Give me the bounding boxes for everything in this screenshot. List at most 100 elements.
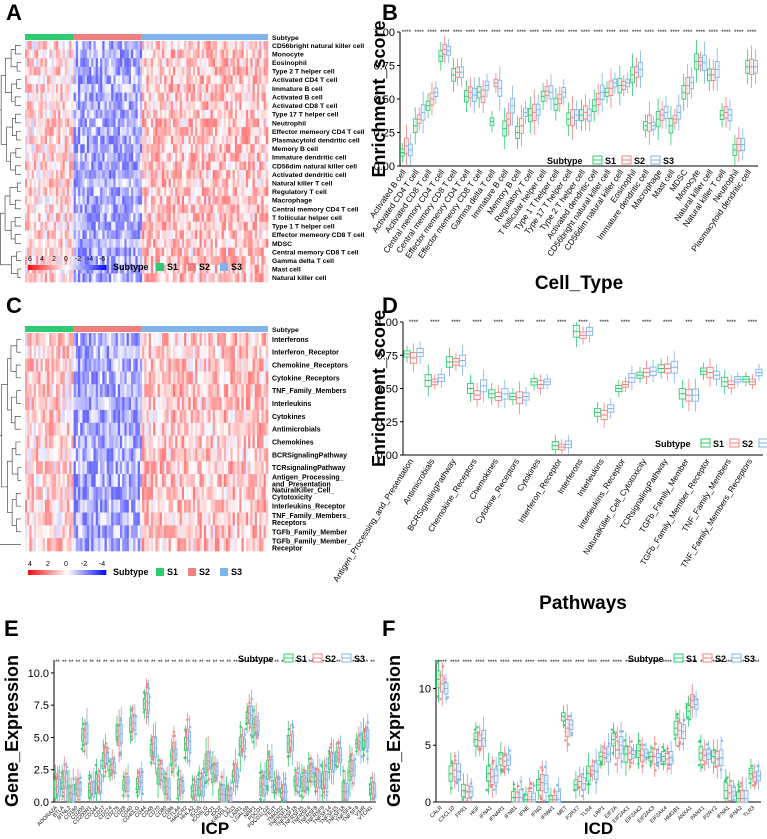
heatmap-cell [131,448,134,462]
heatmap-cell [241,264,244,274]
heatmap-cell [159,135,163,145]
heatmap-cell [188,127,191,136]
heatmap-cell [131,41,134,50]
heatmap-cell [184,75,187,85]
heatmap-cell [195,525,198,539]
heatmap-cell [239,101,242,111]
heatmap-cell [95,448,99,462]
heatmap-cell [27,84,30,93]
heatmap-cell [184,486,187,501]
heatmap-cell [95,256,99,266]
heatmap-cell [181,195,185,205]
heatmap-cell [254,170,258,180]
heatmap-cell [66,92,70,102]
heatmap-cell [148,333,152,347]
heatmap-cell [203,345,207,359]
heatmap-cell [139,397,143,411]
heatmap-cell [219,213,222,223]
heatmap-cell [166,213,169,223]
heatmap-cell [256,422,260,436]
heatmap-cell [89,75,92,85]
heatmap-cell [27,109,30,119]
heatmap-cell [53,41,57,50]
heatmap-cell [25,161,28,171]
heatmap-cell [159,422,163,436]
heatmap-cell [150,345,154,359]
heatmap-cell [226,49,229,59]
heatmap-cell [97,345,101,359]
heatmap-cell [115,371,119,385]
heatmap-cell [122,247,125,257]
heatmap-cell [133,66,136,76]
heatmap-cell [250,230,253,240]
heatmap-cell [73,170,77,180]
heatmap-cell [75,371,79,385]
heatmap-cell [113,256,116,266]
heatmap-cell [254,461,258,475]
heatmap-cell [221,204,225,214]
heatmap-cell [263,152,267,162]
heatmap-cell [232,204,236,214]
heatmap-cell [188,204,191,214]
heatmap-cell [97,135,101,145]
heatmap-cell [111,435,114,449]
heatmap-cell [173,448,176,462]
heatmap-cell [179,448,183,462]
heatmap-cell [148,49,152,59]
heatmap-cell [232,345,236,359]
heatmap-cell [115,474,119,488]
heatmap-cell [184,384,187,398]
heatmap-cell [122,525,125,539]
heatmap-cell [177,187,180,197]
heatmap-cell [173,41,176,50]
heatmap-cell [265,58,269,68]
heatmap-cell [199,264,203,274]
heatmap-cell [62,358,66,372]
heatmap-cell [36,178,39,188]
heatmap-cell [159,273,163,283]
heatmap-cell [122,273,125,283]
heatmap-cell [100,195,103,205]
heatmap-cell [223,92,227,102]
heatmap-cell [230,461,233,475]
heatmap-cell [91,66,94,76]
heatmap-cell [263,213,267,223]
heatmap-cell [161,230,165,240]
heatmap-cell [51,195,55,205]
heatmap-cell [60,512,63,526]
heatmap-cell [144,256,147,266]
heatmap-cell [97,247,101,257]
heatmap-cell [219,41,222,50]
heatmap-cell [36,448,39,462]
heatmap-cell [133,333,136,347]
heatmap-cell [190,213,194,223]
heatmap-cell [166,448,169,462]
heatmap-cell [179,170,183,180]
heatmap-cell [102,178,105,188]
heatmap-cell [69,109,72,119]
heatmap-cell [95,474,99,488]
heatmap-cell [33,486,37,501]
heatmap-cell [203,213,207,223]
heatmap-cell [93,144,96,154]
heatmap-cell [190,371,194,385]
heatmap-cell [91,195,94,205]
heatmap-cell [55,461,59,475]
heatmap-cell [234,397,238,411]
heatmap-cell [164,256,167,266]
heatmap-cell [206,75,209,85]
heatmap-cell [100,512,103,526]
heatmap-cell [86,41,90,50]
heatmap-cell [203,221,207,231]
heatmap-cell [186,499,189,513]
heatmap-cell [212,49,216,59]
heatmap-cell [232,58,236,68]
heatmap-cell [108,264,112,274]
heatmap-cell [237,247,240,257]
heatmap-cell [250,49,253,59]
heatmap-cell [217,41,220,50]
heatmap-cell [228,273,231,283]
heatmap-cell [31,422,35,436]
heatmap-cell [69,371,72,385]
heatmap-cell [124,256,127,266]
